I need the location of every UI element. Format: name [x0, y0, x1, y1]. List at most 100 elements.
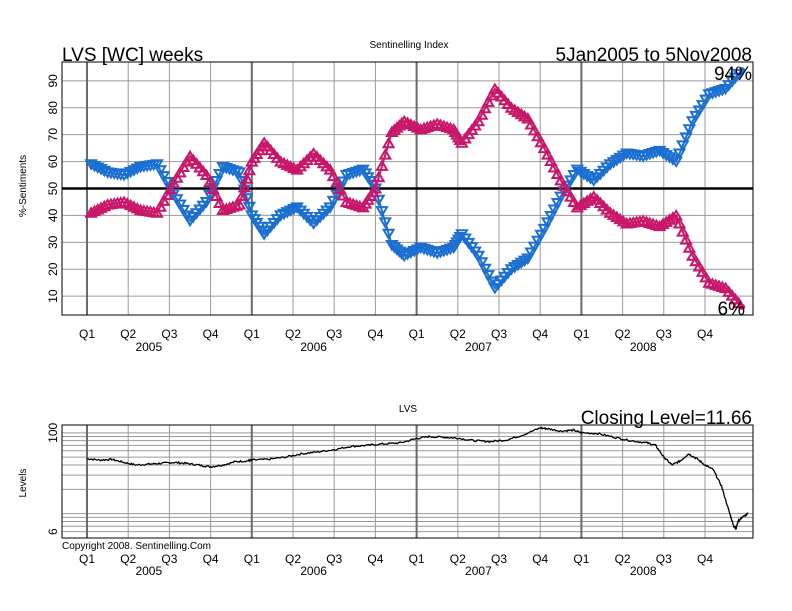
bullish-marker	[336, 176, 351, 188]
bearish-marker	[550, 167, 565, 179]
top-ytick-label: 90	[46, 74, 60, 88]
bearish-marker	[290, 163, 304, 175]
top-quarter-label: Q3	[491, 327, 507, 341]
bearish-marker	[375, 159, 389, 171]
top-quarter-label: Q1	[573, 327, 589, 341]
bearish-marker	[212, 196, 227, 209]
bullish-marker	[378, 217, 393, 229]
bullish-marker	[160, 177, 174, 189]
bullish-marker	[300, 212, 314, 224]
bullish-marker	[303, 215, 318, 227]
bearish-marker	[333, 182, 347, 195]
bottom-year-label: 2007	[465, 564, 492, 578]
bearish-marker	[534, 135, 548, 148]
bullish-marker	[478, 263, 492, 276]
bottom-year-label: 2006	[300, 564, 327, 578]
bearish-marker	[199, 168, 214, 181]
top-quarter-label: Q1	[409, 327, 425, 341]
bearish-marker	[554, 173, 568, 186]
top-quarter-label: Q4	[532, 327, 548, 341]
bullish-marker	[176, 205, 191, 217]
bullish-marker	[229, 166, 243, 178]
bullish-marker	[672, 148, 687, 160]
top-chart-frame	[61, 61, 754, 316]
bearish-marker	[166, 176, 181, 189]
bearish-marker	[563, 190, 578, 202]
top-quarter-label: Q3	[326, 327, 342, 341]
top-quarter-label: Q3	[161, 327, 177, 341]
bullish-marker	[682, 124, 697, 136]
bullish-marker	[537, 223, 552, 236]
bullish-marker	[170, 194, 184, 206]
bottom-quarter-label: Q2	[615, 552, 631, 566]
top-end-label: 94%	[714, 64, 752, 85]
bearish-marker	[153, 200, 168, 212]
bullish-marker	[676, 140, 690, 152]
bullish-marker	[293, 205, 308, 218]
top-ytick-label: 10	[46, 289, 60, 303]
bearish-series	[84, 82, 746, 310]
price-line	[87, 426, 749, 530]
top-year-label: 2008	[630, 340, 657, 354]
bearish-marker	[699, 270, 713, 283]
bearish-marker	[557, 179, 571, 191]
top-ytick-label: 30	[46, 235, 60, 249]
bearish-marker	[381, 136, 396, 149]
bearish-marker	[474, 108, 489, 120]
top-year-label: 2006	[300, 340, 327, 354]
bullish-marker	[156, 171, 171, 183]
top-ytick-label: 20	[46, 262, 60, 276]
bearish-marker	[560, 184, 575, 197]
copyright-text: Copyright 2008. Sentinelling.Com	[62, 541, 211, 552]
bearish-marker	[176, 160, 191, 172]
bottom-quarter-label: Q1	[244, 552, 260, 566]
bullish-marker	[381, 228, 396, 241]
bottom-quarter-label: Q2	[120, 552, 136, 566]
bearish-marker	[521, 112, 535, 124]
bullish-marker	[153, 165, 168, 177]
bullish-marker	[669, 156, 683, 169]
bearish-marker	[682, 241, 697, 253]
bearish-marker	[150, 206, 164, 218]
bearish-marker	[524, 117, 538, 130]
top-quarter-label: Q4	[203, 327, 219, 341]
bearish-marker	[368, 182, 383, 194]
top-quarter-label: Q3	[656, 327, 672, 341]
bearish-marker	[326, 169, 341, 182]
bullish-marker	[242, 201, 257, 214]
bullish-marker	[563, 175, 578, 187]
top-quarter-label: Q1	[244, 327, 260, 341]
bearish-marker	[547, 161, 561, 173]
bearish-marker	[160, 188, 174, 200]
bullish-marker	[732, 68, 746, 81]
bearish-marker	[303, 150, 318, 162]
top-chart-title: Sentinelling Index	[370, 40, 449, 51]
bearish-marker	[666, 211, 680, 223]
bottom-quarter-label: Q3	[656, 552, 672, 566]
bearish-marker	[567, 195, 581, 207]
bearish-marker	[672, 217, 687, 229]
bearish-marker	[229, 199, 243, 211]
bullish-marker	[524, 247, 538, 260]
bottom-quarter-label: Q4	[697, 552, 713, 566]
bearish-marker	[427, 118, 441, 130]
price-chart: LVS Closing Level=11.66 Levels 6 100 Q1 Q2…	[18, 404, 754, 578]
bearish-marker	[209, 189, 224, 202]
bottom-year-label: 2008	[630, 564, 657, 578]
bearish-marker	[323, 163, 337, 175]
top-chart-date-range: 5Jan2005 to 5Nov2008	[556, 45, 753, 66]
bullish-marker	[471, 250, 486, 263]
bottom-quarter-label: Q2	[285, 552, 301, 566]
bottom-quarter-label: Q4	[367, 552, 383, 566]
bearish-marker	[540, 148, 555, 160]
bottom-quarter-label: Q1	[79, 552, 95, 566]
top-quarter-label: Q4	[697, 327, 713, 341]
bearish-marker	[296, 156, 311, 169]
bottom-quarter-label: Q2	[450, 552, 466, 566]
bullish-marker	[427, 247, 441, 259]
bearish-marker	[300, 153, 314, 165]
bottom-chart-title: LVS	[399, 404, 417, 415]
bullish-marker	[173, 199, 187, 212]
